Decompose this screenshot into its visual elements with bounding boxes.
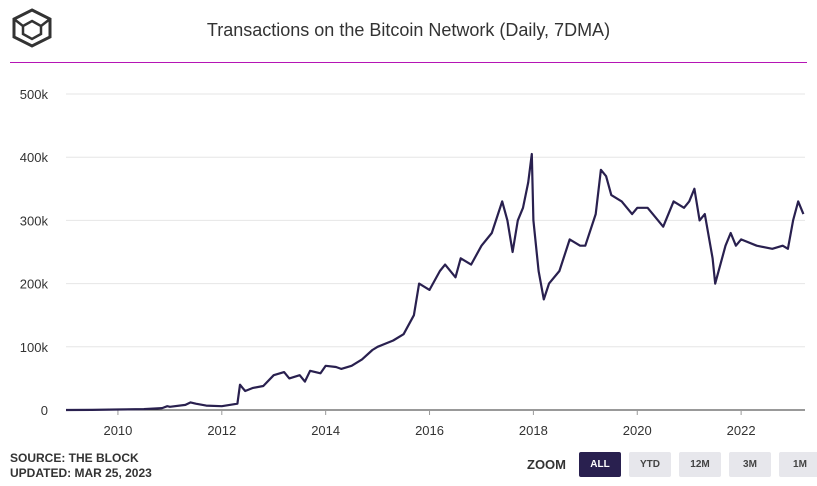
y-tick-label: 500k <box>20 87 49 102</box>
zoom-button-all[interactable]: ALL <box>579 452 621 477</box>
chart-title: Transactions on the Bitcoin Network (Dai… <box>206 20 611 40</box>
zoom-button-ytd[interactable]: YTD <box>629 452 671 477</box>
zoom-button-1m[interactable]: 1M <box>779 452 817 477</box>
line-chart[interactable]: 0 100k 200k 300k 400k 500k 2010 2012 2014 2016 201… <box>0 0 817 450</box>
x-tick-label: 2018 <box>519 423 548 438</box>
zoom-controls: ZOOM ALL YTD 12M 3M 1M <box>527 452 817 477</box>
title-divider <box>10 62 807 63</box>
zoom-label: ZOOM <box>527 457 566 472</box>
x-tick-label: 2022 <box>727 423 756 438</box>
y-tick-label: 200k <box>20 277 49 292</box>
y-tick-label: 0 <box>41 403 48 418</box>
series-line <box>65 152 805 412</box>
x-tick-label: 2012 <box>207 423 236 438</box>
source-label: SOURCE: THE BLOCK <box>10 451 139 465</box>
the-block-logo <box>12 8 52 48</box>
source-note: SOURCE: THE BLOCK UPDATED: MAR 25, 2023 <box>10 451 152 481</box>
x-tick-label: 2016 <box>415 423 444 438</box>
zoom-button-3m[interactable]: 3M <box>729 452 771 477</box>
y-tick-label: 400k <box>20 150 49 165</box>
y-tick-label: 100k <box>20 340 49 355</box>
zoom-button-12m[interactable]: 12M <box>679 452 721 477</box>
x-tick-label: 2020 <box>623 423 652 438</box>
y-tick-label: 300k <box>20 213 49 228</box>
x-tick-label: 2010 <box>103 423 132 438</box>
x-tick-label: 2014 <box>311 423 340 438</box>
updated-label: UPDATED: MAR 25, 2023 <box>10 466 152 480</box>
